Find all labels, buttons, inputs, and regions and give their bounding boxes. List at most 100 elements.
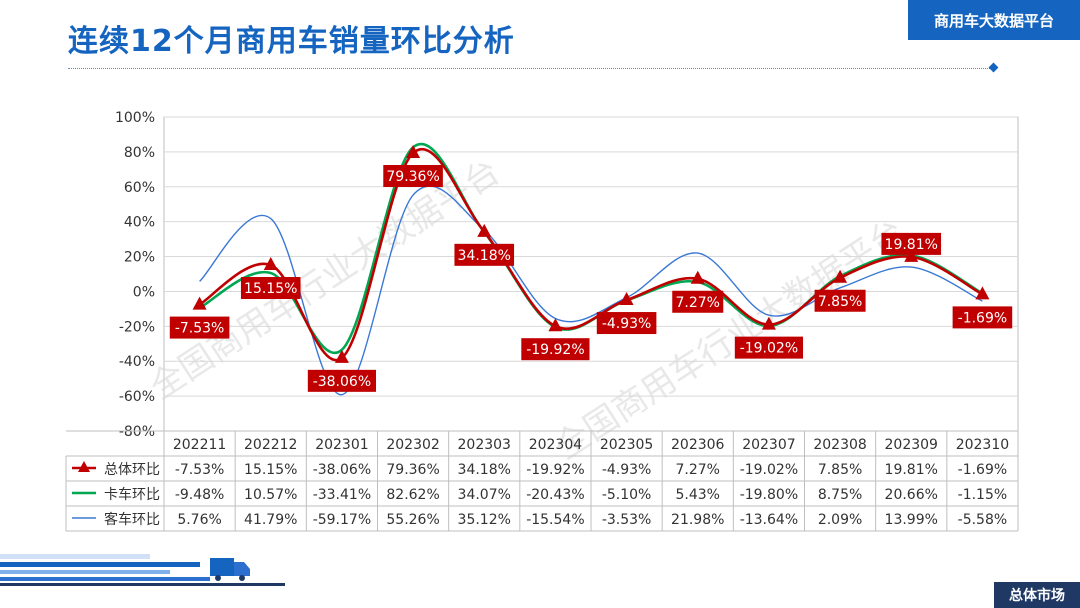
- y-tick-label: -80%: [119, 424, 155, 440]
- data-label-box: [596, 312, 657, 335]
- table-cell: 55.26%: [386, 512, 439, 528]
- table-cell: -5.10%: [602, 487, 652, 503]
- data-label: -19.02%: [740, 341, 798, 357]
- watermark-text: 全国商用车行业大数据平台: [143, 152, 507, 408]
- table-cell: 13.99%: [885, 512, 938, 528]
- y-tick-label: 60%: [124, 180, 155, 196]
- table-cell: -19.92%: [526, 462, 584, 478]
- table-cell: -13.64%: [740, 512, 798, 528]
- x-tick-label: 202310: [956, 437, 1009, 453]
- table-cell: 5.43%: [676, 487, 720, 503]
- data-label: -4.93%: [602, 316, 652, 332]
- watermark-text: 全国商用车行业大数据平台: [548, 212, 912, 468]
- table-cell: -19.02%: [740, 462, 798, 478]
- data-label-box: [881, 232, 942, 255]
- table-cell: -7.53%: [175, 462, 225, 478]
- x-tick-label: 202309: [885, 437, 938, 453]
- data-point-marker: [192, 296, 207, 310]
- data-point-marker: [548, 318, 563, 332]
- data-label-box: [454, 243, 515, 266]
- data-point-marker: [833, 269, 848, 283]
- table-cell: 34.07%: [458, 487, 511, 503]
- data-label-box: [240, 277, 301, 300]
- y-tick-label: -60%: [119, 389, 155, 405]
- table-cell: -20.43%: [526, 487, 584, 503]
- data-point-marker: [975, 286, 990, 300]
- table-cell: -3.53%: [602, 512, 652, 528]
- data-point-marker: [619, 292, 634, 306]
- table-cell: 5.76%: [177, 512, 221, 528]
- table-cell: 2.09%: [818, 512, 862, 528]
- table-cell: 21.98%: [671, 512, 724, 528]
- data-label: -1.69%: [958, 310, 1008, 326]
- x-tick-label: 202212: [244, 437, 297, 453]
- plot-area: [163, 116, 1019, 432]
- table-cell: -1.15%: [958, 487, 1008, 503]
- title-divider: [68, 68, 994, 69]
- legend-label-1: 卡车环比: [104, 486, 160, 503]
- table-cell: 19.81%: [885, 462, 938, 478]
- legend-label-0: 总体环比: [104, 462, 160, 478]
- table-cell: 35.12%: [458, 512, 511, 528]
- table-cell: -33.41%: [313, 487, 371, 503]
- table-cell: -1.69%: [958, 462, 1008, 478]
- data-label: 7.85%: [818, 294, 862, 310]
- table-cell: -4.93%: [602, 462, 652, 478]
- table-cell: 20.66%: [885, 487, 938, 503]
- data-label: -7.53%: [175, 321, 225, 337]
- data-label-box: [521, 338, 590, 361]
- y-tick-label: -20%: [119, 319, 155, 335]
- data-label: 7.27%: [676, 295, 720, 311]
- data-point-marker: [477, 223, 492, 237]
- x-tick-label: 202308: [813, 437, 866, 453]
- x-tick-label: 202302: [386, 437, 439, 453]
- data-label: 15.15%: [244, 281, 297, 297]
- table-cell: -59.17%: [313, 512, 371, 528]
- truck-decoration-icon: [0, 554, 285, 586]
- table-cell: 7.85%: [818, 462, 862, 478]
- platform-badge: 商用车大数据平台: [908, 0, 1080, 40]
- table-cell: 34.18%: [458, 462, 511, 478]
- page-title: 连续12个月商用车销量环比分析: [68, 24, 515, 59]
- table-cell: -9.48%: [175, 487, 225, 503]
- data-label-box: [307, 369, 377, 392]
- section-badge: 总体市场: [994, 582, 1080, 608]
- table-cell: 8.75%: [818, 487, 862, 503]
- x-tick-label: 202306: [671, 437, 725, 453]
- y-tick-label: 20%: [124, 250, 155, 266]
- data-label-box: [814, 289, 866, 312]
- x-tick-label: 202301: [315, 437, 368, 453]
- y-tick-label: 40%: [124, 215, 155, 231]
- data-label: -38.06%: [313, 374, 371, 390]
- legend-label-2: 客车环比: [104, 511, 160, 528]
- data-label-box: [672, 290, 724, 313]
- table-cell: 7.27%: [676, 462, 720, 478]
- data-point-marker: [406, 145, 421, 159]
- data-label-box: [169, 316, 230, 339]
- table-cell: 10.57%: [244, 487, 297, 503]
- data-point-marker: [904, 248, 919, 262]
- y-tick-label: 0%: [133, 284, 155, 300]
- table-cell: 82.62%: [386, 487, 439, 503]
- table-cell: -15.54%: [526, 512, 584, 528]
- data-point-marker: [334, 349, 349, 363]
- data-point-marker: [263, 257, 278, 271]
- data-label: 19.81%: [885, 237, 938, 253]
- y-tick-label: -40%: [119, 354, 155, 370]
- table-cell: -38.06%: [313, 462, 371, 478]
- x-tick-label: 202305: [600, 437, 653, 453]
- data-label-box: [734, 336, 804, 359]
- data-label-box: [952, 306, 1013, 329]
- table-cell: -19.80%: [740, 487, 798, 503]
- table-cell: 79.36%: [386, 462, 439, 478]
- table-cell: 41.79%: [244, 512, 297, 528]
- y-tick-label: 80%: [124, 145, 155, 161]
- x-tick-label: 202304: [529, 437, 583, 453]
- data-label: -19.92%: [526, 342, 584, 358]
- series-line-2: [199, 185, 983, 396]
- data-label: 34.18%: [458, 248, 511, 264]
- y-tick-label: 100%: [115, 110, 155, 126]
- x-tick-label: 202303: [458, 437, 511, 453]
- data-label: 79.36%: [386, 169, 439, 185]
